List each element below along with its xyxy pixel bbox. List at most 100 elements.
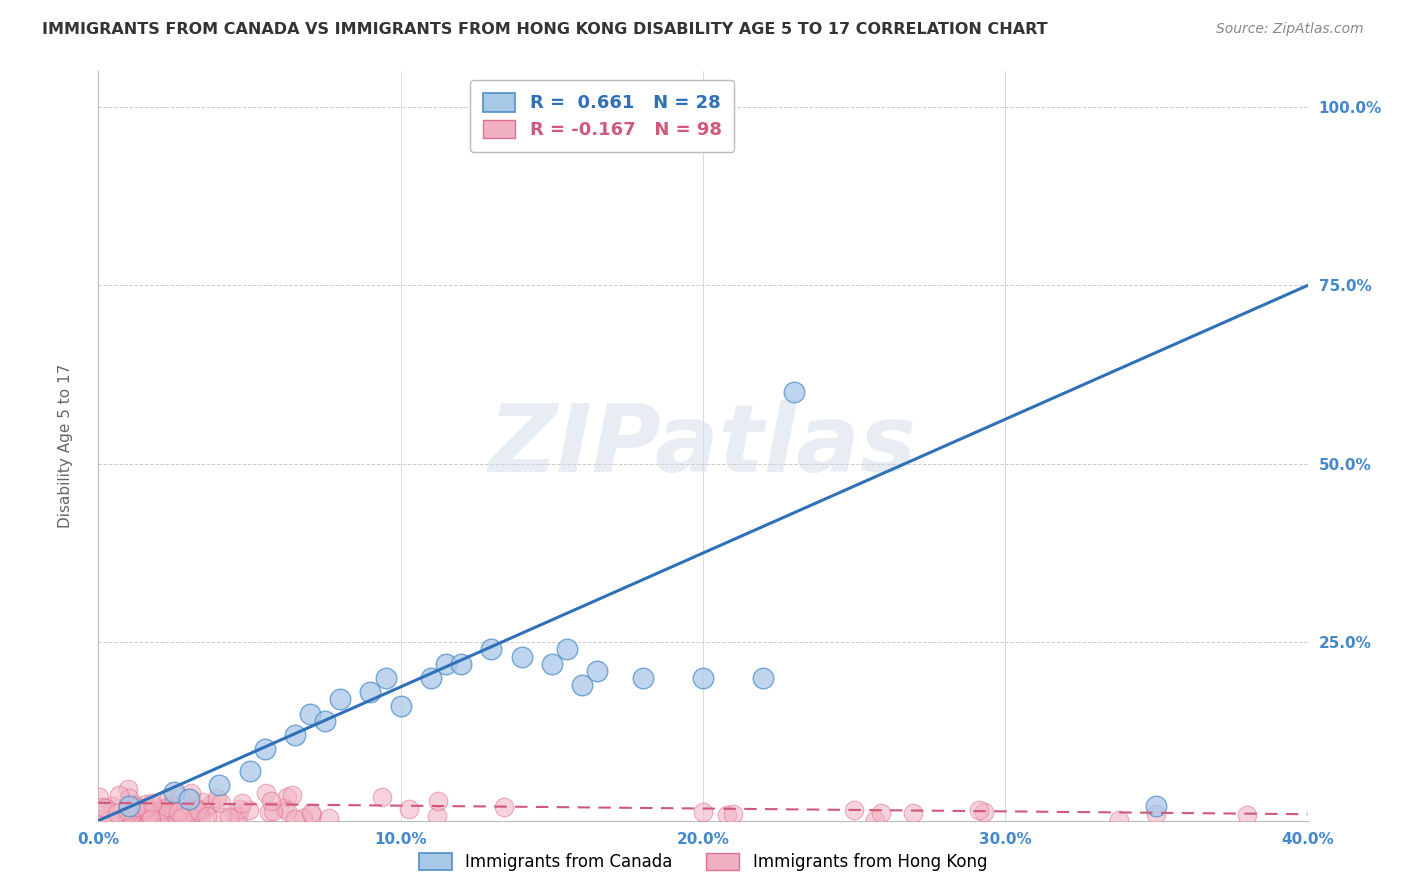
Point — [1236, 808, 1258, 822]
Point — [205, 790, 228, 805]
Point — [186, 803, 208, 817]
Point — [420, 671, 443, 685]
Point — [152, 802, 174, 816]
Point — [170, 810, 193, 824]
Point — [105, 806, 128, 821]
Point — [716, 808, 738, 822]
Point — [120, 813, 142, 827]
Point — [586, 664, 609, 678]
Point — [97, 813, 120, 827]
Point — [1144, 806, 1167, 821]
Point — [218, 810, 240, 824]
Point — [118, 806, 141, 821]
Point — [259, 794, 281, 808]
Point — [145, 814, 167, 828]
Legend: R =  0.661   N = 28, R = -0.167   N = 98: R = 0.661 N = 28, R = -0.167 N = 98 — [470, 80, 734, 152]
Point — [360, 685, 382, 699]
Point — [540, 657, 562, 671]
Point — [1144, 799, 1167, 814]
Point — [169, 790, 191, 805]
Point — [200, 797, 222, 812]
Point — [571, 678, 593, 692]
Point — [183, 801, 205, 815]
Point — [492, 799, 515, 814]
Point — [128, 811, 150, 825]
Point — [122, 811, 145, 825]
Point — [229, 803, 252, 817]
Point — [209, 796, 232, 810]
Point — [124, 798, 146, 813]
Point — [112, 809, 135, 823]
Y-axis label: Disability Age 5 to 17: Disability Age 5 to 17 — [59, 364, 73, 528]
Point — [370, 790, 392, 805]
Point — [259, 805, 281, 819]
Point — [117, 782, 139, 797]
Point — [752, 671, 775, 685]
Point — [631, 671, 654, 685]
Point — [869, 806, 891, 821]
Point — [134, 803, 156, 817]
Point — [450, 657, 472, 671]
Point — [117, 812, 139, 826]
Point — [138, 807, 160, 822]
Point — [723, 806, 745, 821]
Point — [1108, 813, 1130, 827]
Point — [389, 699, 412, 714]
Point — [238, 804, 260, 818]
Point — [167, 814, 190, 828]
Point — [262, 804, 284, 818]
Point — [148, 809, 170, 823]
Point — [190, 810, 212, 824]
Point — [167, 805, 190, 819]
Point — [239, 764, 262, 778]
Point — [108, 788, 131, 802]
Point — [141, 812, 163, 826]
Point — [141, 796, 163, 810]
Text: ZIPatlas: ZIPatlas — [489, 400, 917, 492]
Point — [136, 807, 159, 822]
Point — [91, 812, 114, 826]
Point — [973, 805, 995, 819]
Point — [191, 795, 214, 809]
Point — [148, 803, 170, 817]
Point — [180, 786, 202, 800]
Point — [434, 657, 457, 671]
Point — [276, 804, 298, 818]
Point — [481, 642, 503, 657]
Point — [426, 809, 449, 823]
Point — [284, 728, 307, 742]
Point — [156, 807, 179, 822]
Point — [510, 649, 533, 664]
Point — [226, 810, 249, 824]
Legend: Immigrants from Canada, Immigrants from Hong Kong: Immigrants from Canada, Immigrants from … — [411, 845, 995, 880]
Point — [117, 805, 139, 820]
Point — [136, 813, 159, 827]
Point — [692, 805, 714, 819]
Point — [166, 812, 188, 826]
Point — [159, 798, 181, 813]
Point — [157, 792, 180, 806]
Point — [159, 799, 181, 814]
Point — [299, 805, 322, 820]
Point — [118, 809, 141, 823]
Point — [901, 805, 924, 820]
Point — [299, 706, 322, 721]
Point — [135, 797, 157, 811]
Point — [967, 803, 990, 817]
Point — [314, 714, 336, 728]
Point — [692, 671, 714, 685]
Point — [211, 809, 233, 823]
Point — [374, 671, 396, 685]
Point — [150, 805, 173, 820]
Point — [155, 799, 177, 814]
Point — [284, 812, 307, 826]
Text: Source: ZipAtlas.com: Source: ZipAtlas.com — [1216, 22, 1364, 37]
Point — [195, 809, 218, 823]
Point — [179, 791, 201, 805]
Point — [273, 800, 295, 814]
Point — [281, 788, 304, 802]
Point — [318, 811, 340, 825]
Point — [231, 796, 253, 810]
Point — [254, 786, 277, 800]
Point — [329, 692, 352, 706]
